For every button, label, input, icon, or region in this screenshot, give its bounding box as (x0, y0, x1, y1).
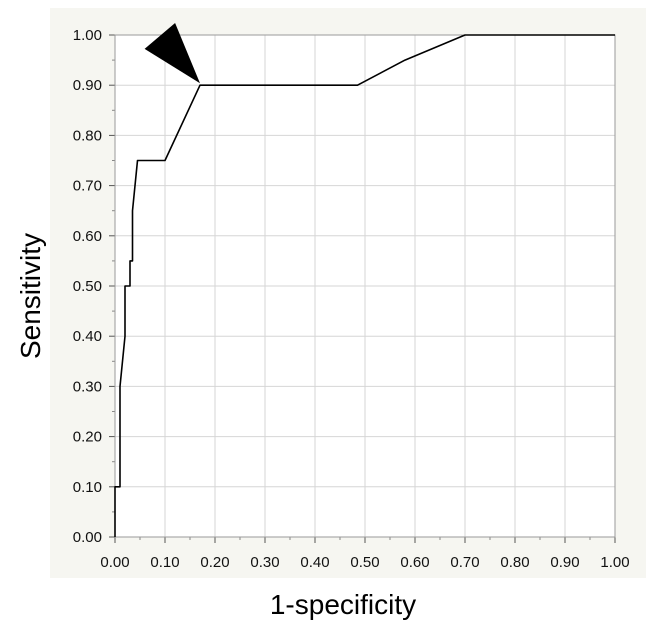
y-tick-label: 0.20 (73, 429, 102, 446)
y-tick-label: 0.80 (73, 127, 102, 144)
y-tick-label: 0.50 (73, 278, 102, 295)
x-tick-label: 1.00 (600, 554, 629, 571)
y-tick-label: 1.00 (73, 27, 102, 44)
y-tick-label: 0.60 (73, 228, 102, 245)
x-tick-label: 0.50 (350, 554, 379, 571)
x-tick-label: 0.70 (450, 554, 479, 571)
y-tick-label: 0.90 (73, 77, 102, 94)
x-tick-label: 0.30 (250, 554, 279, 571)
roc-curve-line (114, 34, 615, 537)
x-tick-label: 0.90 (550, 554, 579, 571)
y-tick-label: 0.40 (73, 328, 102, 345)
y-tick-label: 0.10 (73, 479, 102, 496)
y-tick-labels: 0.00 0.10 0.20 0.30 0.40 0.50 0.60 0.70 0.80 0.90… (73, 27, 102, 546)
x-tick-label: 0.60 (400, 554, 429, 571)
y-tick-label: 0.00 (73, 529, 102, 546)
x-tick-label: 0.10 (150, 554, 179, 571)
x-tick-labels: 0.00 0.10 0.20 0.30 0.40 0.50 0.60 0.70 0.80 0.90… (100, 554, 629, 571)
plot-frame (114, 34, 616, 538)
x-tick-label: 0.00 (100, 554, 129, 571)
x-tick-label: 0.20 (200, 554, 229, 571)
x-axis-title: 1-specificity (270, 589, 416, 620)
y-axis-title: Sensitivity (15, 233, 46, 359)
optimal-cutoff-arrow (144, 23, 200, 84)
x-tick-label: 0.80 (500, 554, 529, 571)
x-tick-label: 0.40 (300, 554, 329, 571)
y-tick-label: 0.70 (73, 178, 102, 195)
y-tick-label: 0.30 (73, 378, 102, 395)
